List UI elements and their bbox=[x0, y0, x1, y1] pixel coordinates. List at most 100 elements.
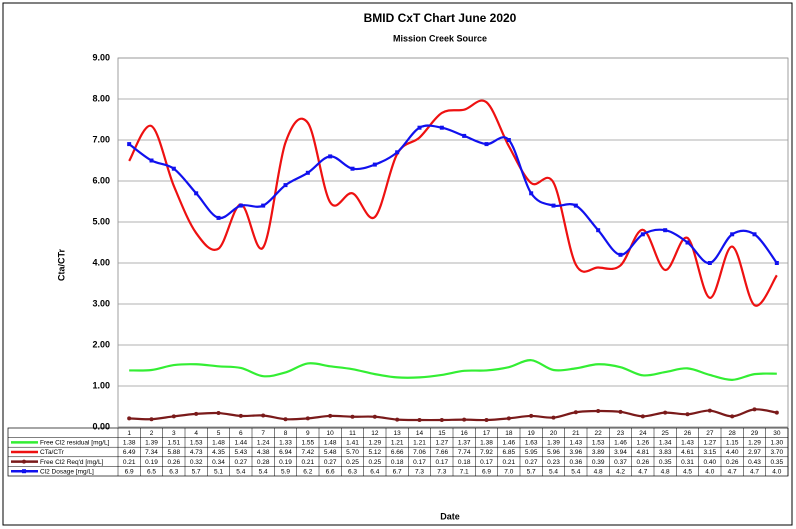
x-tick-label: 8 bbox=[284, 430, 288, 437]
legend-label: Free Cl2 residual [mg/L] bbox=[40, 440, 110, 447]
table-value: 7.92 bbox=[480, 449, 493, 456]
y-tick-label: 1.00 bbox=[92, 380, 110, 390]
table-value: 6.7 bbox=[393, 468, 402, 475]
table-value: 7.42 bbox=[302, 449, 315, 456]
table-value: 1.46 bbox=[503, 440, 516, 447]
point-marker bbox=[529, 413, 534, 418]
table-value: 5.1 bbox=[214, 468, 223, 475]
table-value: 4.35 bbox=[212, 449, 225, 456]
point-marker bbox=[216, 215, 221, 220]
table-value: 0.34 bbox=[212, 459, 225, 466]
table-value: 5.96 bbox=[547, 449, 560, 456]
point-marker bbox=[752, 232, 757, 237]
point-marker bbox=[127, 416, 132, 421]
x-tick-label: 3 bbox=[172, 430, 176, 437]
table-value: 0.31 bbox=[681, 459, 694, 466]
table-value: 0.17 bbox=[436, 459, 449, 466]
x-tick-label: 7 bbox=[261, 430, 265, 437]
table-value: 1.43 bbox=[681, 440, 694, 447]
table-value: 5.95 bbox=[525, 449, 538, 456]
table-value: 0.19 bbox=[145, 459, 158, 466]
table-value: 3.83 bbox=[659, 449, 672, 456]
table-value: 5.4 bbox=[549, 468, 558, 475]
point-marker bbox=[171, 166, 176, 171]
table-value: 1.29 bbox=[369, 440, 382, 447]
table-value: 1.53 bbox=[190, 440, 203, 447]
x-tick-label: 30 bbox=[773, 430, 781, 437]
x-tick-label: 15 bbox=[438, 430, 446, 437]
table-value: 4.0 bbox=[705, 468, 714, 475]
table-value: 1.53 bbox=[592, 440, 605, 447]
table-value: 1.30 bbox=[771, 440, 784, 447]
table-value: 1.21 bbox=[413, 440, 426, 447]
table-value: 1.44 bbox=[235, 440, 248, 447]
point-marker bbox=[685, 412, 690, 417]
x-tick-label: 16 bbox=[461, 430, 469, 437]
point-marker bbox=[506, 416, 511, 421]
table-value: 6.2 bbox=[303, 468, 312, 475]
point-marker bbox=[640, 414, 645, 419]
table-value: 6.3 bbox=[348, 468, 357, 475]
x-tick-label: 1 bbox=[127, 430, 131, 437]
table-value: 6.3 bbox=[169, 468, 178, 475]
x-tick-label: 9 bbox=[306, 430, 310, 437]
point-marker bbox=[484, 142, 489, 147]
x-tick-label: 14 bbox=[416, 430, 424, 437]
table-value: 7.74 bbox=[458, 449, 471, 456]
table-value: 4.61 bbox=[681, 449, 694, 456]
x-tick-label: 21 bbox=[572, 430, 580, 437]
table-value: 1.51 bbox=[168, 440, 181, 447]
table-value: 3.94 bbox=[614, 449, 627, 456]
point-marker bbox=[573, 203, 578, 208]
point-marker bbox=[462, 417, 467, 422]
table-value: 5.70 bbox=[346, 449, 359, 456]
table-value: 7.0 bbox=[504, 468, 513, 475]
table-value: 0.26 bbox=[168, 459, 181, 466]
table-value: 0.21 bbox=[503, 459, 516, 466]
point-marker bbox=[194, 191, 199, 196]
table-value: 0.23 bbox=[547, 459, 560, 466]
point-marker bbox=[261, 203, 266, 208]
table-value: 6.9 bbox=[482, 468, 491, 475]
x-tick-label: 24 bbox=[639, 430, 647, 437]
x-tick-label: 23 bbox=[617, 430, 625, 437]
table-value: 4.8 bbox=[661, 468, 670, 475]
table-value: 1.55 bbox=[302, 440, 315, 447]
point-marker bbox=[283, 417, 288, 422]
table-value: 7.3 bbox=[437, 468, 446, 475]
table-value: 0.25 bbox=[369, 459, 382, 466]
table-value: 7.34 bbox=[145, 449, 158, 456]
table-value: 6.94 bbox=[279, 449, 292, 456]
table-value: 4.73 bbox=[190, 449, 203, 456]
point-marker bbox=[328, 413, 333, 418]
table-value: 0.17 bbox=[413, 459, 426, 466]
point-marker bbox=[171, 414, 176, 419]
point-marker bbox=[350, 414, 355, 419]
table-value: 1.63 bbox=[525, 440, 538, 447]
y-tick-label: 6.00 bbox=[92, 175, 110, 185]
y-tick-label: 3.00 bbox=[92, 298, 110, 308]
x-tick-label: 19 bbox=[528, 430, 536, 437]
point-marker bbox=[707, 261, 712, 265]
x-tick-label: 22 bbox=[595, 430, 603, 437]
table-value: 6.4 bbox=[370, 468, 379, 475]
point-marker bbox=[730, 232, 735, 237]
y-tick-label: 2.00 bbox=[92, 339, 110, 349]
table-value: 4.0 bbox=[772, 468, 781, 475]
x-tick-label: 28 bbox=[729, 430, 737, 437]
legend-label: Cl2 Dosage [mg/L] bbox=[40, 468, 94, 475]
x-axis-label: Date bbox=[440, 511, 460, 521]
point-marker bbox=[685, 240, 690, 245]
table-value: 0.27 bbox=[525, 459, 538, 466]
chart-title: BMID CxT Chart June 2020 bbox=[364, 11, 517, 25]
table-value: 7.1 bbox=[460, 468, 469, 475]
table-value: 3.89 bbox=[592, 449, 605, 456]
table-value: 5.9 bbox=[281, 468, 290, 475]
point-marker bbox=[395, 417, 400, 422]
x-tick-label: 27 bbox=[706, 430, 714, 437]
point-marker bbox=[305, 416, 310, 421]
table-value: 4.81 bbox=[637, 449, 650, 456]
table-value: 5.4 bbox=[259, 468, 268, 475]
point-marker bbox=[551, 203, 556, 208]
x-tick-label: 10 bbox=[327, 430, 335, 437]
